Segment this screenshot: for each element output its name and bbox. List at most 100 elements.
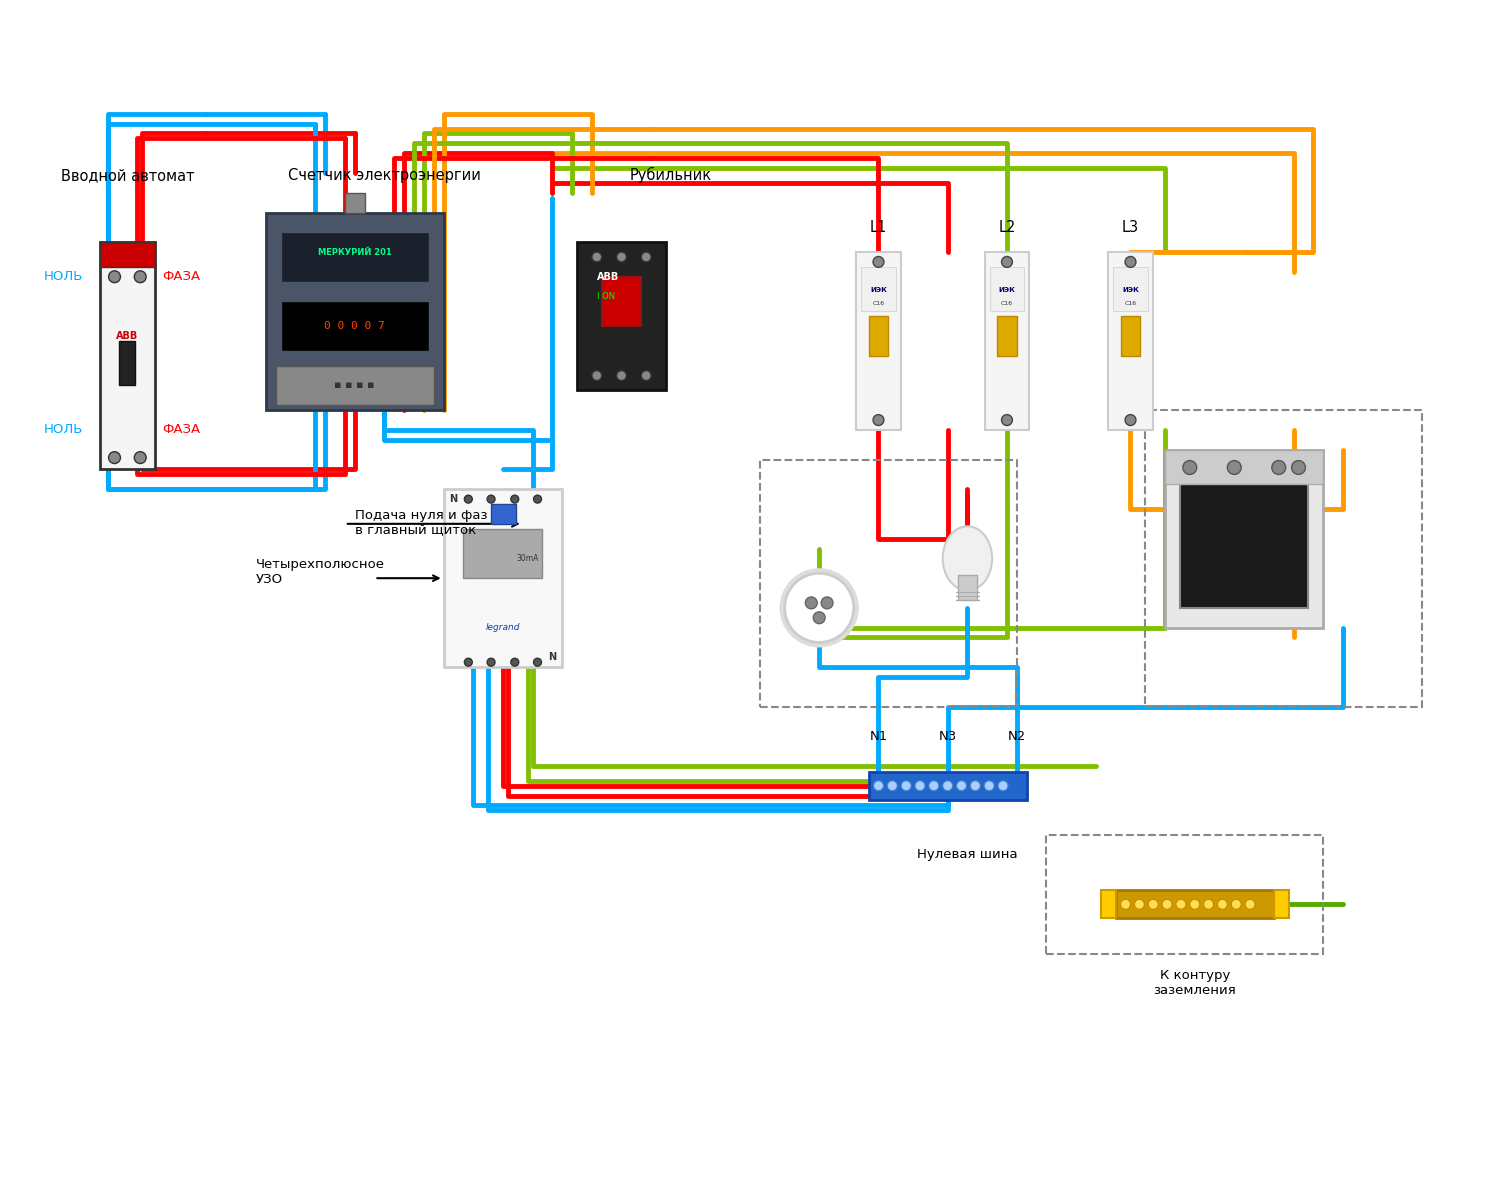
Circle shape xyxy=(784,574,853,643)
Text: ФАЗА: ФАЗА xyxy=(162,270,200,283)
Circle shape xyxy=(512,658,519,666)
Bar xyxy=(1120,316,1140,356)
Circle shape xyxy=(1232,899,1240,909)
Text: L1: L1 xyxy=(870,220,886,235)
Bar xyxy=(276,366,434,405)
Circle shape xyxy=(806,596,818,608)
Text: N: N xyxy=(450,494,458,504)
Bar xyxy=(1166,450,1323,485)
Bar xyxy=(100,242,154,267)
Text: N: N xyxy=(549,652,556,662)
Circle shape xyxy=(616,371,627,380)
Circle shape xyxy=(616,252,627,261)
Bar xyxy=(868,772,1026,800)
Text: НОЛЬ: НОЛЬ xyxy=(44,270,82,283)
Circle shape xyxy=(1272,461,1286,474)
Text: ФАЗА: ФАЗА xyxy=(162,423,200,436)
Circle shape xyxy=(135,271,146,283)
Text: ИЭК: ИЭК xyxy=(1122,286,1138,292)
Text: Подача нуля и фаз
в главный щиток: Подача нуля и фаз в главный щиток xyxy=(354,508,488,537)
Bar xyxy=(266,213,444,410)
Bar xyxy=(1108,252,1152,430)
Circle shape xyxy=(902,781,910,791)
Text: legrand: legrand xyxy=(486,623,520,632)
Text: L2: L2 xyxy=(999,220,1016,235)
Circle shape xyxy=(970,781,981,791)
Text: Рубильник: Рубильник xyxy=(630,166,712,183)
Bar xyxy=(990,267,1024,311)
Text: ABB: ABB xyxy=(116,331,138,341)
Text: C16: C16 xyxy=(1125,301,1137,307)
Circle shape xyxy=(1203,899,1214,909)
Text: C16: C16 xyxy=(1000,301,1012,307)
Circle shape xyxy=(1125,257,1136,267)
Circle shape xyxy=(1292,461,1305,474)
Circle shape xyxy=(642,252,651,261)
Text: Вводной автомат: Вводной автомат xyxy=(60,168,194,183)
Circle shape xyxy=(108,271,120,283)
Circle shape xyxy=(1176,899,1186,909)
Text: МЕРКУРИЙ 201: МЕРКУРИЙ 201 xyxy=(318,247,392,257)
Bar xyxy=(1146,410,1422,707)
Circle shape xyxy=(465,495,472,503)
Circle shape xyxy=(1002,257,1013,267)
Circle shape xyxy=(488,495,495,503)
Bar xyxy=(861,267,895,311)
Bar xyxy=(984,252,1029,430)
Circle shape xyxy=(108,451,120,463)
Bar xyxy=(602,277,642,327)
Circle shape xyxy=(928,781,939,791)
Circle shape xyxy=(873,781,883,791)
Ellipse shape xyxy=(942,526,992,590)
Text: НОЛЬ: НОЛЬ xyxy=(44,423,82,436)
Bar xyxy=(444,489,562,668)
Circle shape xyxy=(915,781,926,791)
Text: Счетчик электроэнергии: Счетчик электроэнергии xyxy=(288,168,482,183)
Bar xyxy=(280,233,429,282)
Circle shape xyxy=(512,495,519,503)
Text: 30mA: 30mA xyxy=(516,554,538,563)
Circle shape xyxy=(1245,899,1256,909)
Text: 0 0 0 0 7: 0 0 0 0 7 xyxy=(324,321,386,331)
Text: I ON: I ON xyxy=(597,292,615,301)
Circle shape xyxy=(592,371,602,380)
Text: N2: N2 xyxy=(1008,729,1026,742)
Bar xyxy=(578,242,666,391)
Bar xyxy=(1047,835,1323,954)
Bar xyxy=(280,302,429,350)
Text: C16: C16 xyxy=(873,301,885,307)
Circle shape xyxy=(942,781,952,791)
Circle shape xyxy=(534,495,542,503)
Bar xyxy=(957,575,978,600)
Circle shape xyxy=(1190,899,1200,909)
Text: К контуру
заземления: К контуру заземления xyxy=(1154,969,1236,998)
Bar xyxy=(856,252,900,430)
Circle shape xyxy=(888,781,897,791)
Text: ▪ ▪ ▪ ▪: ▪ ▪ ▪ ▪ xyxy=(334,380,375,391)
Text: N1: N1 xyxy=(870,729,888,742)
Bar xyxy=(760,460,1017,707)
Circle shape xyxy=(873,257,883,267)
Circle shape xyxy=(957,781,966,791)
Bar xyxy=(120,341,135,385)
Circle shape xyxy=(1227,461,1240,474)
Circle shape xyxy=(821,596,833,608)
Circle shape xyxy=(984,781,994,791)
Text: Нулевая шина: Нулевая шина xyxy=(916,848,1017,861)
Circle shape xyxy=(534,658,542,666)
Circle shape xyxy=(642,371,651,380)
Circle shape xyxy=(465,658,472,666)
Circle shape xyxy=(873,415,883,425)
Circle shape xyxy=(488,658,495,666)
Bar xyxy=(1113,267,1148,311)
Bar xyxy=(1116,891,1274,918)
Bar xyxy=(1274,891,1288,918)
Bar xyxy=(868,316,888,356)
Circle shape xyxy=(1134,899,1144,909)
Circle shape xyxy=(998,781,1008,791)
Circle shape xyxy=(135,451,146,463)
Bar xyxy=(1180,485,1308,608)
Bar xyxy=(998,316,1017,356)
Text: ИЭК: ИЭК xyxy=(870,286,886,292)
Bar xyxy=(1101,891,1116,918)
